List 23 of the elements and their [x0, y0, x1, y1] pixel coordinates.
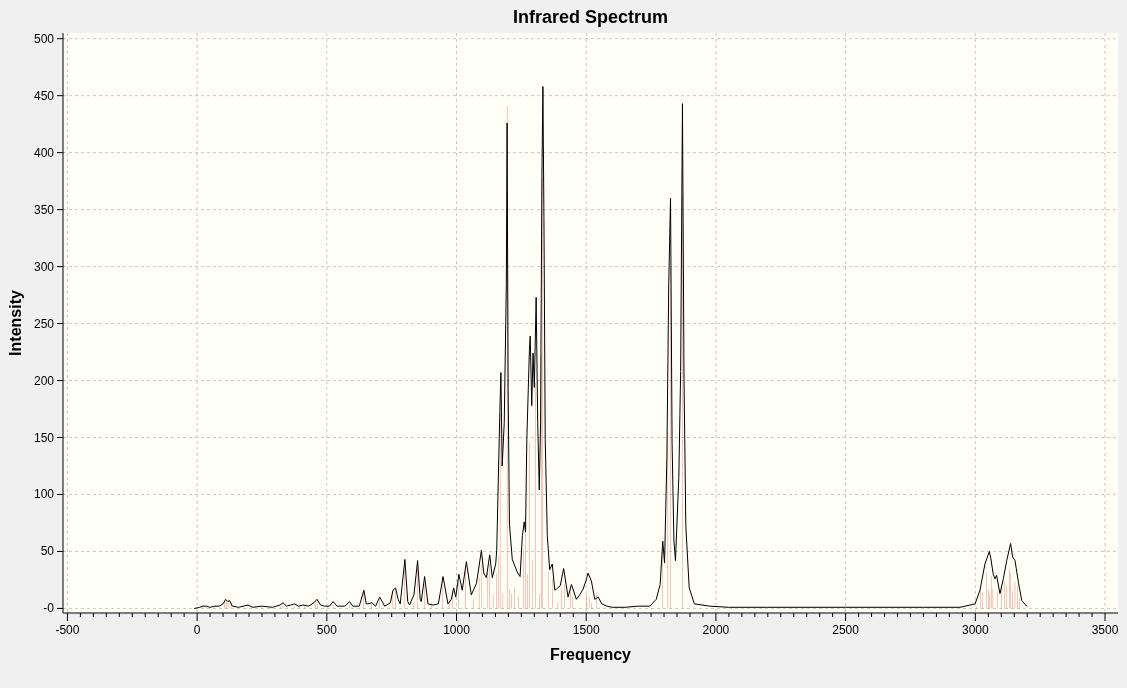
y-tick-label: -0: [43, 601, 55, 616]
x-tick-label: -500: [55, 623, 80, 637]
y-tick-label: 250: [33, 316, 55, 331]
y-tick-label: 500: [33, 31, 55, 46]
y-tick-label: 350: [33, 202, 55, 217]
x-tick-label: 2500: [832, 623, 860, 637]
y-tick-label: 200: [33, 373, 55, 388]
y-tick-label: 400: [33, 145, 55, 160]
x-tick-label: 1000: [443, 623, 471, 637]
x-tick-label: 3000: [961, 623, 989, 637]
y-tick-label: 100: [33, 487, 55, 502]
x-tick-label: 2000: [702, 623, 730, 637]
y-tick-label: 450: [33, 88, 55, 103]
x-tick-label: 0: [193, 623, 201, 637]
x-tick-label: 1500: [572, 623, 600, 637]
y-tick-label: 50: [40, 544, 55, 559]
x-tick-label: 500: [316, 623, 338, 637]
chart-title: Infrared Spectrum: [511, 6, 669, 28]
y-tick-label: 300: [33, 259, 55, 274]
y-axis-title: Intensity: [6, 289, 25, 358]
y-tick-label: 150: [33, 430, 55, 445]
x-axis-title: Frequency: [549, 645, 632, 665]
x-tick-label: 3500: [1091, 623, 1119, 637]
